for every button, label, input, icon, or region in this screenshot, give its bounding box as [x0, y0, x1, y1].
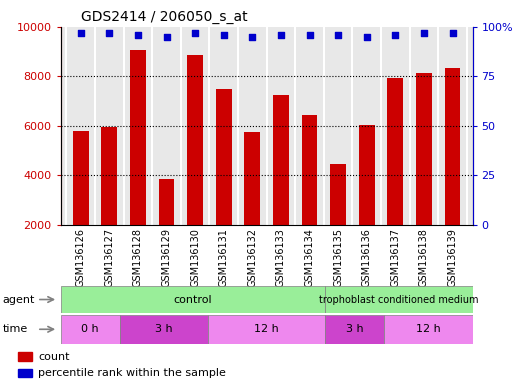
Point: [134, 32, 142, 38]
Bar: [210, 27, 238, 225]
Text: GDS2414 / 206050_s_at: GDS2414 / 206050_s_at: [81, 10, 248, 25]
Point: [334, 32, 342, 38]
Text: agent: agent: [3, 295, 35, 305]
Text: trophoblast conditioned medium: trophoblast conditioned medium: [319, 295, 479, 305]
Bar: [438, 27, 467, 225]
Bar: [388, 78, 403, 274]
Bar: [216, 89, 232, 274]
Text: control: control: [174, 295, 212, 305]
Point: [391, 32, 400, 38]
Bar: [325, 315, 384, 344]
Point: [220, 32, 228, 38]
Point: [105, 30, 114, 36]
Bar: [18, 353, 32, 361]
Bar: [324, 27, 353, 225]
Text: GSM136139: GSM136139: [448, 228, 458, 286]
Bar: [353, 27, 381, 225]
Point: [77, 30, 85, 36]
Bar: [159, 179, 174, 274]
Bar: [61, 286, 325, 313]
Bar: [244, 132, 260, 274]
Point: [191, 30, 200, 36]
Bar: [295, 27, 324, 225]
Bar: [67, 27, 95, 225]
Bar: [101, 127, 117, 274]
Point: [248, 34, 257, 40]
Point: [363, 34, 371, 40]
Text: GSM136133: GSM136133: [276, 228, 286, 286]
Text: 12 h: 12 h: [416, 324, 441, 334]
Bar: [273, 95, 289, 274]
Text: GSM136131: GSM136131: [219, 228, 229, 286]
Point: [277, 32, 285, 38]
Text: 3 h: 3 h: [346, 324, 364, 334]
Bar: [445, 68, 460, 274]
Text: count: count: [39, 352, 70, 362]
Bar: [416, 73, 432, 274]
Bar: [384, 315, 473, 344]
Bar: [301, 115, 317, 274]
Bar: [130, 50, 146, 274]
Point: [162, 34, 171, 40]
Text: GSM136129: GSM136129: [162, 228, 172, 287]
Text: 12 h: 12 h: [254, 324, 279, 334]
Bar: [187, 55, 203, 274]
Point: [420, 30, 428, 36]
Text: percentile rank within the sample: percentile rank within the sample: [39, 368, 227, 378]
Point: [448, 30, 457, 36]
Bar: [238, 27, 267, 225]
Text: GSM136135: GSM136135: [333, 228, 343, 287]
Text: GSM136126: GSM136126: [76, 228, 86, 287]
Bar: [208, 315, 325, 344]
Text: 3 h: 3 h: [155, 324, 173, 334]
Text: GSM136138: GSM136138: [419, 228, 429, 286]
Bar: [381, 27, 410, 225]
Bar: [359, 124, 374, 274]
Bar: [181, 27, 210, 225]
Bar: [18, 369, 32, 377]
Bar: [73, 131, 89, 274]
Bar: [119, 315, 208, 344]
Text: GSM136132: GSM136132: [247, 228, 257, 287]
Text: GSM136136: GSM136136: [362, 228, 372, 286]
Bar: [267, 27, 295, 225]
Text: GSM136137: GSM136137: [390, 228, 400, 287]
Bar: [124, 27, 152, 225]
Text: GSM136134: GSM136134: [305, 228, 315, 286]
Bar: [95, 27, 124, 225]
Bar: [410, 27, 438, 225]
Text: GSM136128: GSM136128: [133, 228, 143, 287]
Bar: [152, 27, 181, 225]
Text: GSM136127: GSM136127: [105, 228, 115, 287]
Text: 0 h: 0 h: [81, 324, 99, 334]
Point: [305, 32, 314, 38]
Bar: [61, 315, 119, 344]
Bar: [331, 164, 346, 274]
Text: time: time: [3, 324, 28, 334]
Text: GSM136130: GSM136130: [190, 228, 200, 286]
Bar: [325, 286, 473, 313]
